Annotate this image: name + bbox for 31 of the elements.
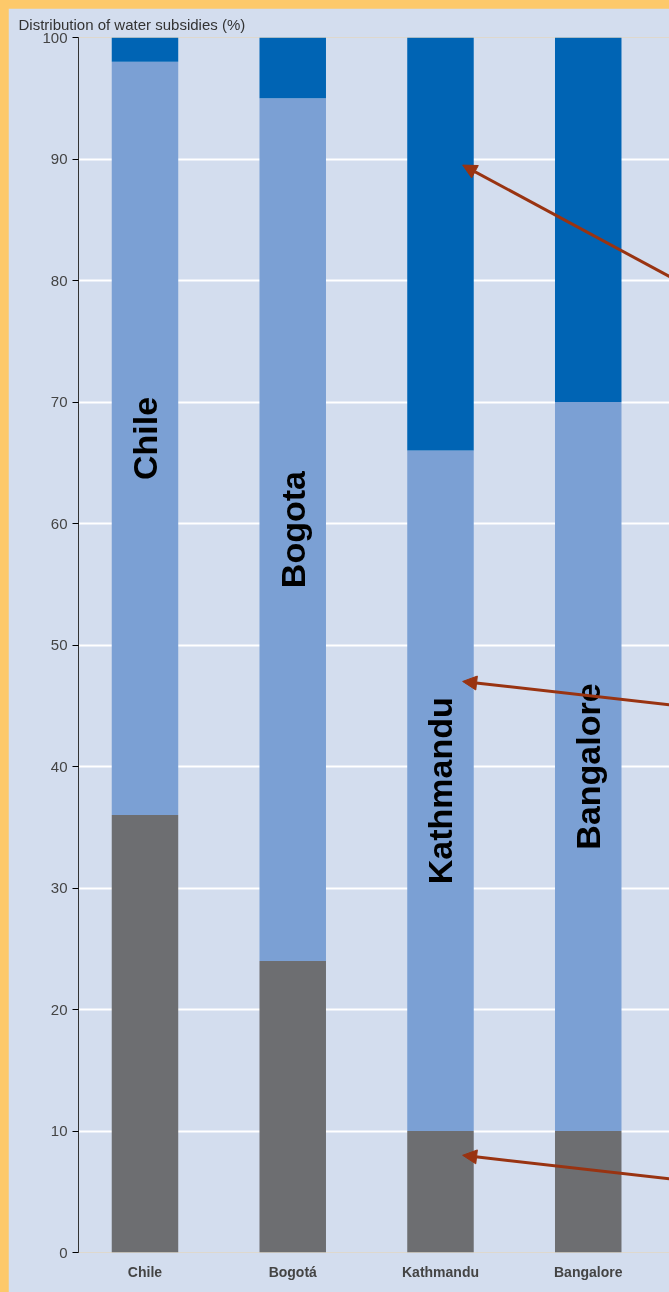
bar [407,450,474,1131]
chart-title: Distribution of water subsidies (%) [18,15,246,33]
annotation: Bogota [273,469,312,589]
y-tick-label: 70 [50,393,68,410]
x-tick-label: Chile [127,1263,163,1280]
x-tick-label: Bogotá [268,1263,318,1280]
y-tick-label: 0 [59,1243,68,1261]
bar [259,37,326,99]
annotation: Kathmandu [421,697,460,885]
bar [111,37,179,62]
y-tick-label: 60 [50,514,68,532]
x-tick-label: Kathmandu [401,1263,479,1280]
y-tick-label: 20 [50,1000,68,1018]
bar [111,61,179,816]
bar [407,37,474,451]
bar [554,1131,622,1253]
y-tick-label: 10 [50,1122,68,1139]
bar [407,1131,474,1253]
y-tick-label: 30 [50,879,68,896]
bar [259,960,326,1253]
bar [554,402,622,1131]
bar [259,98,326,961]
y-tick-label: 40 [50,757,68,775]
annotation: Chile [125,396,164,481]
x-tick-label: Bangalore [554,1263,623,1280]
annotation: Bangalore [569,683,608,850]
y-tick-label: 80 [50,271,68,289]
bar [111,815,179,1253]
y-tick-label: 90 [50,150,68,167]
y-tick-label: 50 [50,636,68,653]
bar [554,37,622,402]
